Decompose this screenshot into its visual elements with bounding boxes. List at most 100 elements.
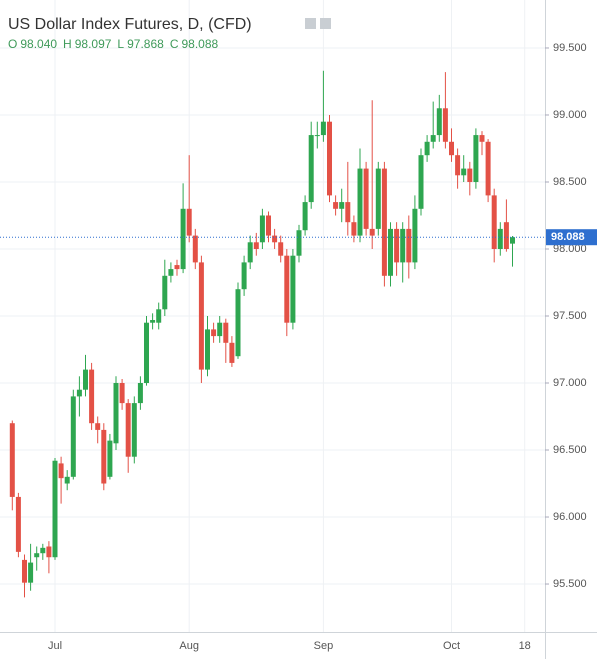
x-tick-label: Aug [179,640,199,652]
candle-body [144,322,149,384]
y-tick-label: 99.000 [553,109,587,121]
legend-key: C [170,37,179,51]
candle-body [327,121,332,196]
legend-key: O [8,37,17,51]
legend-value: 97.868 [127,37,164,51]
candle-body [40,547,46,554]
y-tick-label: 99.500 [553,42,587,54]
candle-body [272,235,278,243]
candle-body [284,255,290,323]
candle-body [259,215,265,243]
candle-body [28,562,34,583]
y-tick-label: 98.000 [553,243,587,255]
candle-body [455,155,461,176]
candle-body [168,269,174,276]
candle-body [302,202,308,231]
candle-body [333,202,339,209]
candle-body [253,242,259,249]
candle-body [369,228,375,236]
x-tick-label: Jul [48,640,62,652]
candle-body [406,228,412,263]
candle-body [186,208,192,236]
x-tick-label: 18 [519,640,531,652]
legend-value: 98.088 [181,37,218,51]
candle-body [400,228,406,263]
candle-body [95,423,101,430]
candle-body [89,369,95,424]
candle-body [174,265,180,270]
candle-body [357,168,363,236]
last-price-tag [546,229,597,246]
candle-body [394,228,400,263]
candle-body [290,255,296,323]
x-tick-label: Oct [443,640,460,652]
candle-body [461,168,467,176]
candle-body [156,309,162,323]
candle-body [314,135,320,137]
candle-body [418,155,424,209]
y-tick-label: 97.500 [553,310,587,322]
candle-body [162,275,168,310]
candle-body [345,202,351,223]
candle-body [180,208,186,270]
legend-value: 98.097 [75,37,112,51]
candle-body [223,322,229,343]
chart-title: US Dollar Index Futures, D, (CFD) [8,16,252,33]
candle-body [137,383,143,404]
candle-body [241,262,247,290]
candle-body [113,383,119,444]
candle-body [388,228,393,276]
candle-body [58,463,64,479]
y-tick-label: 96.500 [553,444,587,456]
candle-body [46,546,52,558]
legend-value: 98.040 [20,37,57,51]
candle-body [339,202,345,209]
candle-body [150,320,156,323]
candle-body [479,135,485,142]
settings-icons[interactable] [305,18,331,29]
last-price-label: 98.088 [551,231,585,243]
candle-body [83,369,88,390]
candle-body [235,289,241,357]
candle-body [442,108,448,142]
candle-body [107,440,113,477]
candle-body [430,135,436,142]
candle-body [381,168,387,276]
candle-body [52,460,58,558]
candle-body [473,135,479,182]
candle-body [192,235,198,263]
candle-body [22,559,27,583]
candle-body [424,141,430,156]
icon[interactable] [305,18,316,29]
candle-body [119,383,125,404]
x-tick-label: Sep [314,640,334,652]
y-tick-label: 97.000 [553,377,587,389]
candle-body [503,222,509,249]
candle-body [485,141,491,196]
candle-body [76,389,82,397]
candle-body [211,329,217,337]
y-tick-label: 98.500 [553,176,587,188]
candle-body [229,342,235,363]
candle-body [510,237,515,244]
candle-body [266,215,271,236]
candle-body [247,242,253,263]
ohlc-legend: O 98.040 H 98.097 L 97.868 C 98.088 [8,37,219,51]
candle-body [308,135,314,203]
candle-body [131,403,137,457]
candle-body [34,553,40,558]
y-tick-label: 96.000 [553,511,587,523]
candle-body [467,168,473,182]
legend-key: L [117,37,124,51]
candle-body [436,108,442,136]
candle-body [278,242,284,256]
candle-body [351,222,357,236]
candle-body [101,429,107,484]
icon[interactable] [320,18,331,29]
candle-body [205,329,210,370]
candle-body [15,496,21,552]
candle-body [320,121,326,136]
candle-body [9,423,15,497]
